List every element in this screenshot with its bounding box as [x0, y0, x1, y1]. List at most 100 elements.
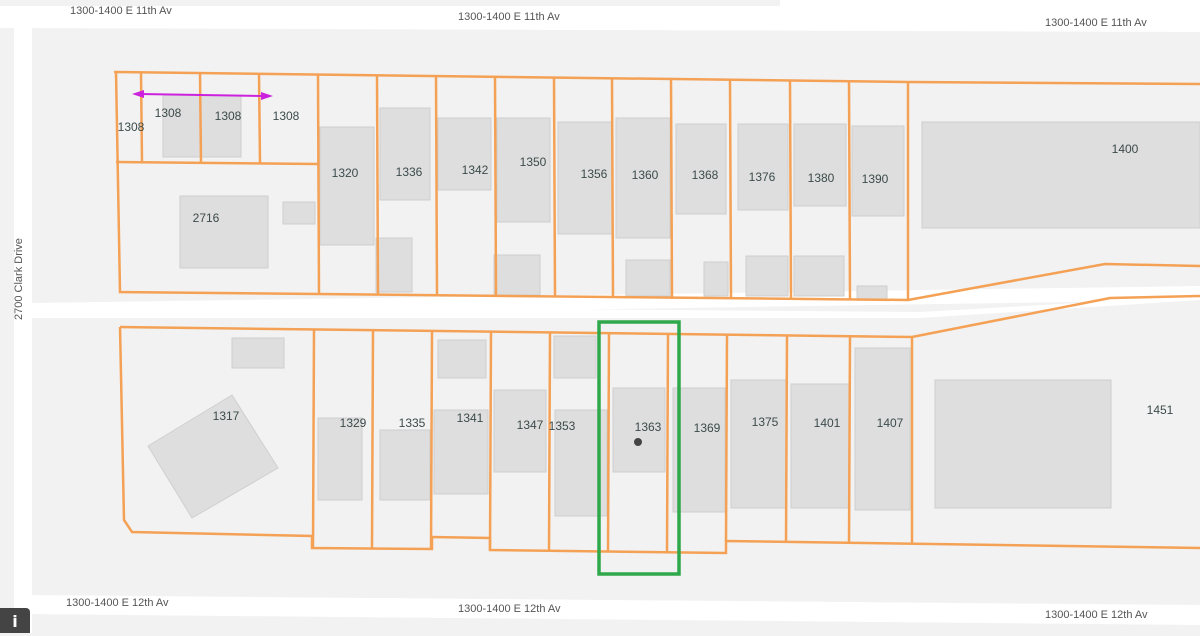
lot-boundary [784, 335, 789, 543]
info-button[interactable]: i [0, 608, 30, 633]
lot-number-label[interactable]: 1308 [155, 106, 182, 120]
lot-boundary [847, 335, 852, 544]
street-label-north: 1300-1400 E 11th Av [70, 5, 172, 17]
lot-boundary [115, 160, 319, 166]
lot-number-label[interactable]: 1363 [635, 420, 662, 434]
lot-boundary [257, 73, 262, 164]
building-footprint [790, 383, 850, 509]
lot-boundary [113, 70, 1200, 86]
buildings [147, 94, 1200, 519]
building-footprint [493, 254, 541, 296]
lot-number-label[interactable]: 1401 [814, 416, 841, 430]
lot-number-label[interactable]: 1380 [808, 171, 835, 185]
lot-labels: 1308 1308 1308 1308 2716 1320 1336 1342 1350 1356… [118, 106, 1174, 435]
lot-number-label[interactable]: 1329 [340, 416, 367, 430]
lot-boundary [139, 72, 144, 163]
lot-number-label[interactable]: 1335 [399, 416, 426, 430]
building-footprint [703, 261, 729, 297]
lot-boundary [429, 330, 434, 550]
info-icon: i [12, 612, 18, 631]
lot-number-label[interactable]: 1375 [752, 415, 779, 429]
lot-number-label[interactable]: 1341 [457, 411, 484, 425]
building-footprint [675, 123, 727, 215]
street-label-west: 2700 Clark Drive [13, 238, 25, 320]
lot-number-label[interactable]: 1407 [877, 416, 904, 430]
building-footprint [672, 387, 726, 513]
building-footprint [437, 339, 487, 379]
building-footprint [730, 379, 787, 509]
building-footprint [553, 335, 597, 379]
lot-number-label[interactable]: 1360 [632, 168, 659, 182]
building-footprint [856, 285, 888, 301]
lot-boundary [493, 76, 498, 297]
lot-boundary [370, 329, 375, 549]
building-footprint [934, 379, 1112, 509]
building-footprint [737, 123, 789, 211]
lot-boundary [610, 78, 615, 299]
lot-number-label[interactable]: 1356 [581, 167, 608, 181]
location-marker [634, 438, 642, 446]
lot-number-label[interactable]: 1376 [749, 170, 776, 184]
building-footprint [793, 123, 847, 207]
arrow-right-icon [261, 92, 273, 100]
building-footprint [493, 389, 547, 473]
building-footprint [745, 255, 789, 297]
building-footprint [317, 417, 363, 501]
building-footprint [319, 126, 375, 246]
lot-boundary [847, 81, 852, 301]
building-footprint [379, 429, 431, 501]
building-footprint [921, 121, 1200, 229]
lot-number-label[interactable]: 1308 [215, 109, 242, 123]
street-labels: 1300-1400 E 11th Av 1300-1400 E 11th Av … [13, 5, 1148, 621]
lot-boundary [198, 73, 203, 163]
street-label-south: 1300-1400 E 12th Av [66, 597, 169, 609]
lot-number-label[interactable]: 1368 [692, 168, 719, 182]
building-footprint [557, 121, 613, 235]
building-footprint [375, 237, 413, 293]
lot-number-label[interactable]: 1308 [273, 109, 300, 123]
building-footprint [231, 337, 285, 369]
lot-number-label[interactable]: 1400 [1112, 142, 1139, 156]
lot-number-label[interactable]: 1342 [462, 163, 489, 177]
lot-number-label[interactable]: 1451 [1147, 403, 1174, 417]
building-footprint [854, 347, 911, 511]
lot-number-label[interactable]: 1317 [213, 409, 240, 423]
lot-number-label[interactable]: 1390 [862, 172, 889, 186]
building-footprint [437, 117, 492, 191]
building-footprint [851, 125, 905, 217]
lot-boundary [119, 294, 1200, 339]
building-footprint [612, 387, 666, 473]
lot-boundary [547, 332, 552, 552]
lot-boundary [316, 74, 321, 295]
lot-number-label[interactable]: 1347 [517, 418, 544, 432]
building-footprint [793, 255, 845, 297]
lot-boundary [375, 75, 380, 295]
lot-boundary [434, 75, 439, 296]
street-label-south: 1300-1400 E 12th Av [1045, 609, 1148, 621]
arrow-left-icon [132, 90, 144, 98]
lot-boundary [665, 333, 670, 554]
lot-number-label[interactable]: 1350 [520, 155, 547, 169]
building-footprint [496, 117, 551, 223]
lot-number-label[interactable]: 2716 [193, 211, 220, 225]
street-label-north: 1300-1400 E 11th Av [1045, 17, 1147, 29]
lot-number-label[interactable]: 1336 [396, 165, 423, 179]
building-footprint [625, 259, 671, 297]
building-footprint [179, 195, 269, 269]
lot-number-label[interactable]: 1353 [549, 419, 576, 433]
building-footprint [147, 394, 279, 519]
lot-boundary [311, 329, 316, 549]
lot-boundary [724, 334, 729, 542]
lot-boundary [788, 80, 793, 301]
lot-number-label[interactable]: 1308 [118, 120, 145, 134]
selected-lot-highlight[interactable] [597, 320, 681, 576]
lot-boundary [488, 331, 493, 551]
street-label-south: 1300-1400 E 12th Av [458, 603, 561, 615]
lot-number-label[interactable]: 1320 [332, 166, 359, 180]
lot-number-label[interactable]: 1369 [694, 421, 721, 435]
building-footprint [615, 117, 671, 239]
lot-lines [113, 70, 1200, 555]
lot-boundary [669, 79, 674, 300]
building-footprint [282, 201, 316, 225]
